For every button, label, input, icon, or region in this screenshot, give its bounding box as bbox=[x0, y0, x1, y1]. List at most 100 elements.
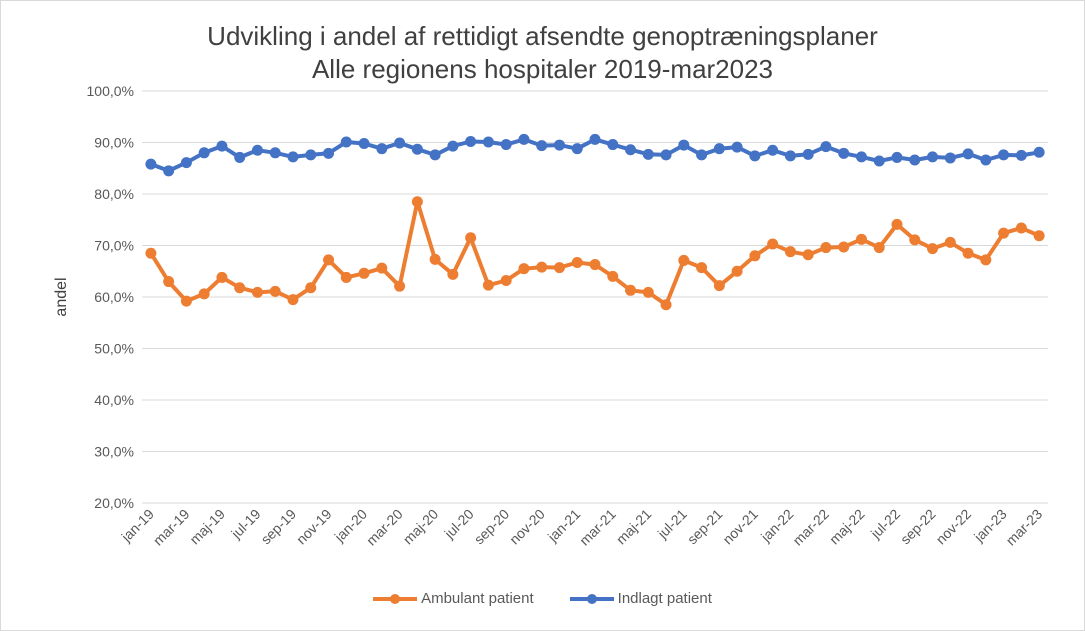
data-point-ambulant-patient bbox=[234, 282, 246, 294]
data-point-indlagt-patient bbox=[678, 139, 690, 151]
data-point-indlagt-patient bbox=[891, 151, 903, 163]
data-point-indlagt-patient bbox=[820, 141, 832, 153]
data-point-indlagt-patient bbox=[163, 165, 175, 177]
x-tick-label: nov-20 bbox=[506, 506, 548, 548]
legend-item-ambulant: Ambulant patient bbox=[373, 590, 534, 607]
data-point-indlagt-patient bbox=[980, 154, 992, 166]
data-point-indlagt-patient bbox=[429, 149, 441, 161]
data-point-ambulant-patient bbox=[287, 294, 299, 306]
data-point-indlagt-patient bbox=[411, 143, 423, 155]
data-point-ambulant-patient bbox=[500, 275, 512, 287]
data-point-indlagt-patient bbox=[927, 151, 939, 163]
x-tick-label: maj-22 bbox=[826, 506, 868, 548]
y-tick-label: 90,0% bbox=[94, 135, 134, 151]
y-tick-label: 50,0% bbox=[94, 341, 134, 357]
x-tick-label: mar-23 bbox=[1003, 506, 1046, 549]
data-point-ambulant-patient bbox=[571, 256, 583, 268]
data-point-indlagt-patient bbox=[749, 150, 761, 162]
data-point-ambulant-patient bbox=[198, 288, 210, 300]
data-point-indlagt-patient bbox=[465, 135, 477, 147]
data-point-ambulant-patient bbox=[980, 254, 992, 266]
x-tick-label: mar-19 bbox=[150, 506, 193, 549]
data-point-ambulant-patient bbox=[784, 246, 796, 258]
x-tick-label: mar-22 bbox=[789, 506, 832, 549]
data-point-ambulant-patient bbox=[589, 259, 601, 271]
x-tick-label: sep-21 bbox=[684, 506, 726, 548]
data-point-indlagt-patient bbox=[731, 141, 743, 153]
data-point-ambulant-patient bbox=[891, 218, 903, 230]
data-point-indlagt-patient bbox=[571, 143, 583, 155]
data-point-ambulant-patient bbox=[358, 267, 370, 279]
data-point-indlagt-patient bbox=[180, 157, 192, 169]
data-point-ambulant-patient bbox=[625, 284, 637, 296]
data-point-indlagt-patient bbox=[784, 150, 796, 162]
data-point-indlagt-patient bbox=[553, 139, 565, 151]
x-tick-label: nov-21 bbox=[719, 506, 761, 548]
series-ambulant-patient bbox=[145, 196, 1045, 311]
x-tick-label: sep-20 bbox=[471, 506, 513, 548]
data-point-ambulant-patient bbox=[340, 271, 352, 283]
x-tick-label: maj-19 bbox=[186, 506, 228, 548]
data-point-ambulant-patient bbox=[642, 286, 654, 298]
data-point-indlagt-patient bbox=[340, 136, 352, 148]
data-point-ambulant-patient bbox=[163, 276, 175, 288]
data-point-indlagt-patient bbox=[855, 151, 867, 163]
data-point-ambulant-patient bbox=[838, 241, 850, 253]
data-point-ambulant-patient bbox=[962, 247, 974, 259]
data-point-indlagt-patient bbox=[323, 147, 335, 159]
series-lines bbox=[145, 133, 1045, 311]
data-point-ambulant-patient bbox=[411, 196, 423, 208]
data-point-ambulant-patient bbox=[944, 236, 956, 248]
series-indlagt-patient bbox=[145, 133, 1045, 177]
data-point-indlagt-patient bbox=[607, 139, 619, 151]
y-tick-label: 20,0% bbox=[94, 495, 134, 511]
data-point-indlagt-patient bbox=[536, 140, 548, 152]
series-line-ambulant-patient bbox=[149, 199, 1040, 307]
data-point-ambulant-patient bbox=[767, 238, 779, 250]
data-point-ambulant-patient bbox=[394, 280, 406, 292]
data-point-ambulant-patient bbox=[323, 254, 335, 266]
legend-label-indlagt: Indlagt patient bbox=[617, 590, 712, 607]
data-point-indlagt-patient bbox=[962, 148, 974, 160]
data-point-indlagt-patient bbox=[145, 158, 157, 170]
y-tick-label: 60,0% bbox=[94, 289, 134, 305]
data-point-indlagt-patient bbox=[1015, 149, 1027, 161]
data-point-ambulant-patient bbox=[607, 270, 619, 282]
data-point-indlagt-patient bbox=[589, 133, 601, 145]
data-point-ambulant-patient bbox=[678, 254, 690, 266]
data-point-ambulant-patient bbox=[713, 280, 725, 292]
data-point-indlagt-patient bbox=[838, 147, 850, 159]
data-point-indlagt-patient bbox=[482, 136, 494, 148]
data-point-ambulant-patient bbox=[660, 299, 672, 311]
data-point-ambulant-patient bbox=[731, 265, 743, 277]
data-point-indlagt-patient bbox=[642, 148, 654, 160]
chart-title-line-2: Alle regionens hospitaler 2019-mar2023 bbox=[311, 54, 774, 84]
data-point-ambulant-patient bbox=[269, 285, 281, 297]
data-point-ambulant-patient bbox=[429, 253, 441, 265]
x-tick-label: nov-22 bbox=[933, 506, 975, 548]
data-point-ambulant-patient bbox=[145, 247, 157, 259]
x-tick-label: maj-21 bbox=[613, 506, 655, 548]
data-point-ambulant-patient bbox=[251, 286, 263, 298]
legend-marker-indlagt bbox=[569, 593, 614, 604]
x-tick-label: nov-19 bbox=[293, 506, 335, 548]
y-tick-label: 80,0% bbox=[94, 186, 134, 202]
data-point-ambulant-patient bbox=[1033, 230, 1045, 242]
data-point-ambulant-patient bbox=[553, 262, 565, 274]
data-point-indlagt-patient bbox=[998, 149, 1010, 161]
data-point-indlagt-patient bbox=[358, 138, 370, 150]
data-point-indlagt-patient bbox=[305, 149, 317, 161]
y-tick-label: 70,0% bbox=[94, 238, 134, 254]
data-point-indlagt-patient bbox=[713, 143, 725, 155]
data-point-ambulant-patient bbox=[820, 242, 832, 254]
data-point-ambulant-patient bbox=[518, 263, 530, 275]
data-point-indlagt-patient bbox=[500, 139, 512, 151]
data-point-indlagt-patient bbox=[251, 144, 263, 156]
x-tick-label: maj-20 bbox=[400, 506, 442, 548]
data-point-ambulant-patient bbox=[749, 250, 761, 262]
data-point-ambulant-patient bbox=[482, 279, 494, 291]
data-point-ambulant-patient bbox=[180, 295, 192, 307]
data-point-ambulant-patient bbox=[802, 249, 814, 261]
